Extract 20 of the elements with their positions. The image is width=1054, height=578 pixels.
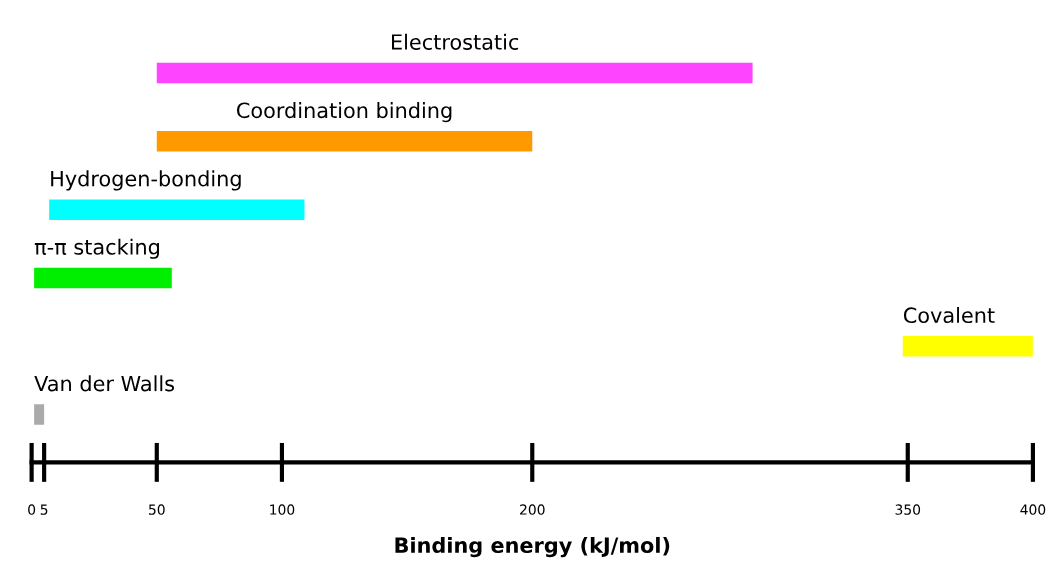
bar xyxy=(156,131,533,152)
y-tick-label: Coordination binding xyxy=(236,102,452,123)
x-tick-label: 50 xyxy=(149,504,165,515)
x-tick-label: 100 xyxy=(270,504,295,515)
x-tick-label: 200 xyxy=(520,504,545,515)
y-tick-label: Van der Walls xyxy=(34,375,175,392)
bar xyxy=(902,336,1033,357)
bar xyxy=(34,267,172,289)
bar xyxy=(49,199,305,220)
x-tick-label: 0 xyxy=(28,504,36,515)
bar xyxy=(156,62,753,84)
x-axis-title: Binding energy (kJ/mol) xyxy=(395,536,670,558)
x-tick-label: 5 xyxy=(40,504,48,515)
y-tick-label: Hydrogen-bonding xyxy=(51,170,241,191)
y-tick-label: Covalent xyxy=(903,306,995,324)
bar xyxy=(34,404,45,425)
x-tick-label: 400 xyxy=(1020,504,1046,515)
x-tick-label: 350 xyxy=(895,504,921,515)
y-tick-label: Electrostatic xyxy=(392,33,519,50)
y-tick-label: π-π stacking xyxy=(34,238,159,259)
